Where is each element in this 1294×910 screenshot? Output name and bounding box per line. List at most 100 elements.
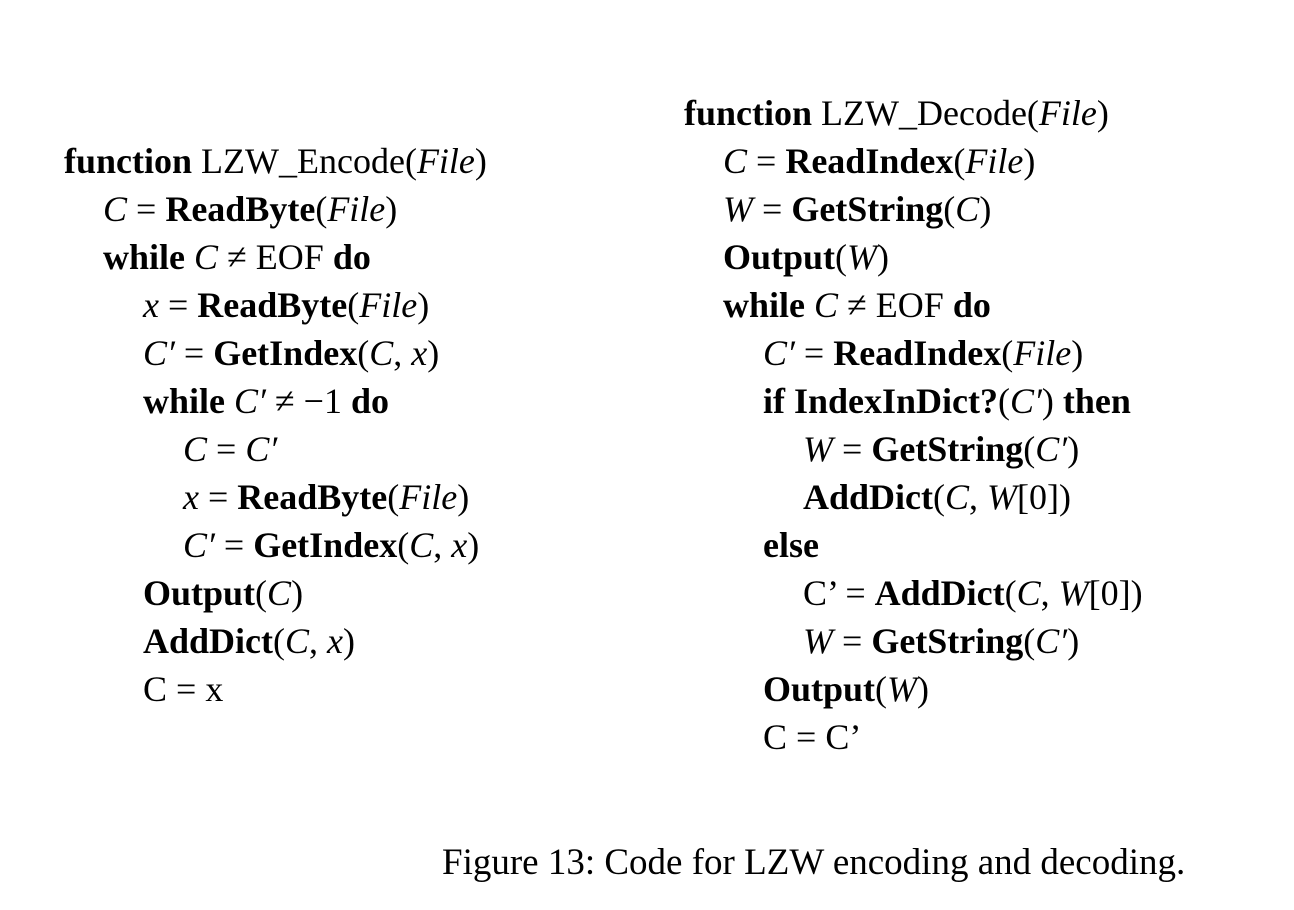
- code-variable: C: [409, 525, 434, 565]
- code-text: ): [1096, 93, 1109, 133]
- encode-algorithm: function LZW_Encode(File) C = ReadByte(Fi…: [64, 137, 487, 713]
- code-variable: File: [359, 285, 418, 325]
- code-variable: File: [399, 477, 458, 517]
- decode-algorithm: function LZW_Decode(File) C = ReadIndex(F…: [684, 89, 1143, 761]
- code-variable: x: [451, 525, 468, 565]
- code-text: (: [357, 333, 370, 373]
- code-variable: W: [847, 237, 878, 277]
- code-text: C’ =: [803, 573, 875, 613]
- code-text: ≠ EOF: [838, 285, 953, 325]
- code-variable: C: [955, 189, 980, 229]
- code-keyword: GetIndex: [213, 333, 358, 373]
- code-keyword: Output: [723, 237, 836, 277]
- code-variable: W: [803, 621, 833, 661]
- code-line: x = ReadByte(File): [64, 281, 487, 329]
- code-keyword: Output: [763, 669, 876, 709]
- code-variable: W: [1058, 573, 1089, 613]
- code-variable: x: [183, 477, 199, 517]
- code-text: LZW_Encode(: [192, 141, 417, 181]
- code-text: ): [1067, 429, 1080, 469]
- code-variable: C: [103, 189, 128, 229]
- code-keyword: GetIndex: [253, 525, 398, 565]
- code-variable: File: [1013, 333, 1072, 373]
- code-keyword: function: [64, 141, 193, 181]
- code-keyword: ReadByte: [165, 189, 316, 229]
- code-text: (: [347, 285, 360, 325]
- code-line: Output(W): [684, 233, 1143, 281]
- code-text: [805, 285, 814, 325]
- code-text: =: [174, 333, 214, 373]
- code-text: ,: [969, 477, 988, 517]
- code-text: ,: [433, 525, 452, 565]
- code-text: =: [753, 189, 792, 229]
- code-text: [0]): [1088, 573, 1143, 613]
- code-line: C = C’: [684, 713, 1143, 761]
- code-text: ): [417, 285, 430, 325]
- code-text: [225, 381, 234, 421]
- code-line: W = GetString(C′): [684, 425, 1143, 473]
- code-text: (: [835, 237, 848, 277]
- code-keyword: GetString: [871, 429, 1024, 469]
- code-variable: C′: [234, 381, 266, 421]
- code-text: ): [877, 237, 890, 277]
- code-text: =: [833, 429, 872, 469]
- code-text: =: [207, 429, 246, 469]
- code-variable: C: [369, 333, 394, 373]
- figure-caption: Figure 13: Code for LZW encoding and dec…: [442, 842, 1186, 883]
- code-text: ,: [393, 333, 412, 373]
- code-variable: File: [1038, 93, 1097, 133]
- code-keyword: function: [684, 93, 813, 133]
- code-variable: C: [723, 141, 748, 181]
- code-text: ): [467, 525, 480, 565]
- code-line: AddDict(C, x): [64, 617, 487, 665]
- code-text: (: [397, 525, 410, 565]
- code-variable: C: [1016, 573, 1041, 613]
- code-line: function LZW_Decode(File): [684, 89, 1143, 137]
- code-variable: C: [814, 285, 839, 325]
- code-text: [185, 237, 194, 277]
- code-keyword: while: [143, 381, 226, 421]
- code-text: [0]): [1017, 477, 1071, 517]
- code-line: Output(C): [64, 569, 487, 617]
- code-keyword: else: [763, 525, 819, 565]
- code-line: C = C′: [64, 425, 487, 473]
- code-text: (: [387, 477, 400, 517]
- code-line: Output(W): [684, 665, 1143, 713]
- code-line: if IndexInDict?(C′) then: [684, 377, 1143, 425]
- code-variable: C: [945, 477, 970, 517]
- code-keyword: while: [103, 237, 186, 277]
- code-variable: C′: [143, 333, 175, 373]
- code-variable: File: [327, 189, 386, 229]
- code-line: C = x: [64, 665, 487, 713]
- code-variable: C: [194, 237, 219, 277]
- code-text: ): [1023, 141, 1036, 181]
- code-text: (: [953, 141, 966, 181]
- code-text: ): [385, 189, 398, 229]
- code-keyword: ReadByte: [197, 285, 348, 325]
- code-text: (: [933, 477, 946, 517]
- code-variable: File: [416, 141, 475, 181]
- code-text: (: [255, 573, 268, 613]
- code-line: C′ = GetIndex(C, x): [64, 521, 487, 569]
- code-variable: C: [267, 573, 292, 613]
- code-text: ): [979, 189, 992, 229]
- code-variable: x: [327, 621, 344, 661]
- code-keyword: ReadIndex: [833, 333, 1002, 373]
- code-line: while C′ ≠ −1 do: [64, 377, 487, 425]
- code-text: C = x: [143, 669, 224, 709]
- code-keyword: while: [723, 285, 806, 325]
- code-keyword: AddDict: [143, 621, 274, 661]
- code-line: while C ≠ EOF do: [684, 281, 1143, 329]
- code-text: ): [474, 141, 487, 181]
- code-variable: W: [723, 189, 753, 229]
- code-line: AddDict(C, W[0]): [684, 473, 1143, 521]
- code-line: function LZW_Encode(File): [64, 137, 487, 185]
- code-variable: W: [803, 429, 833, 469]
- code-text: =: [198, 477, 238, 517]
- code-text: ): [1067, 621, 1080, 661]
- code-variable: x: [143, 285, 159, 325]
- code-text: ): [427, 333, 440, 373]
- code-text: =: [833, 621, 872, 661]
- code-variable: C: [183, 429, 208, 469]
- code-text: (: [273, 621, 286, 661]
